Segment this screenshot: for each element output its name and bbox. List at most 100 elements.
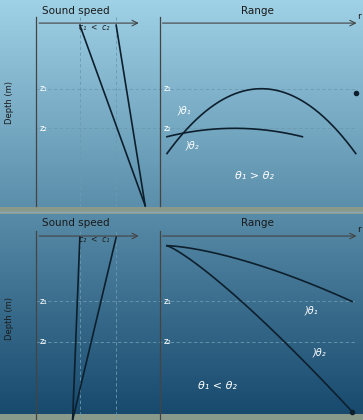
Bar bbox=[0, 126, 363, 128]
Bar bbox=[0, 326, 363, 328]
Bar bbox=[0, 94, 363, 95]
Bar bbox=[0, 56, 363, 58]
Bar bbox=[0, 10, 363, 11]
Bar bbox=[0, 71, 363, 72]
Bar bbox=[0, 381, 363, 382]
Text: z₁: z₁ bbox=[40, 297, 48, 306]
Bar bbox=[0, 194, 363, 195]
Bar bbox=[0, 346, 363, 348]
Bar bbox=[0, 374, 363, 376]
Bar bbox=[0, 163, 363, 164]
Bar bbox=[0, 121, 363, 123]
Bar bbox=[0, 113, 363, 115]
Bar bbox=[0, 44, 363, 46]
Bar bbox=[0, 386, 363, 387]
Bar bbox=[0, 233, 363, 235]
Bar bbox=[0, 184, 363, 185]
Bar bbox=[0, 243, 363, 244]
Bar bbox=[0, 143, 363, 144]
Bar bbox=[0, 107, 363, 108]
Bar bbox=[0, 358, 363, 359]
Bar bbox=[0, 399, 363, 400]
Bar bbox=[0, 171, 363, 172]
Bar bbox=[0, 248, 363, 249]
Bar bbox=[0, 177, 363, 179]
Bar bbox=[0, 169, 363, 171]
Bar bbox=[0, 320, 363, 322]
Bar bbox=[0, 189, 363, 190]
Bar bbox=[0, 108, 363, 110]
Bar bbox=[0, 257, 363, 259]
Bar bbox=[0, 2, 363, 3]
Bar bbox=[0, 21, 363, 23]
Bar bbox=[0, 325, 363, 326]
Bar bbox=[0, 368, 363, 369]
Bar bbox=[0, 139, 363, 141]
Bar bbox=[0, 195, 363, 197]
Bar bbox=[0, 335, 363, 336]
Bar bbox=[0, 300, 363, 302]
Bar bbox=[0, 151, 363, 152]
Bar bbox=[0, 281, 363, 282]
Bar bbox=[0, 203, 363, 205]
Bar bbox=[0, 144, 363, 146]
Text: Depth (m): Depth (m) bbox=[5, 81, 13, 124]
Bar bbox=[0, 156, 363, 158]
Bar bbox=[0, 397, 363, 399]
Bar bbox=[0, 138, 363, 139]
Text: z₁: z₁ bbox=[40, 84, 48, 93]
Bar bbox=[0, 190, 363, 192]
Bar bbox=[0, 292, 363, 294]
Text: z₂: z₂ bbox=[40, 124, 48, 133]
Text: Sound speed: Sound speed bbox=[42, 6, 110, 16]
Bar bbox=[0, 20, 363, 21]
Bar bbox=[0, 290, 363, 292]
Bar bbox=[0, 67, 363, 69]
Bar bbox=[0, 54, 363, 56]
Bar bbox=[0, 239, 363, 241]
Bar bbox=[0, 84, 363, 85]
Bar bbox=[0, 205, 363, 207]
Bar bbox=[0, 277, 363, 279]
Bar bbox=[0, 115, 363, 116]
Bar bbox=[0, 159, 363, 161]
Bar bbox=[0, 282, 363, 284]
Bar bbox=[0, 74, 363, 76]
Bar bbox=[0, 166, 363, 167]
Text: )θ₁: )θ₁ bbox=[305, 306, 319, 316]
Text: )θ₂: )θ₂ bbox=[185, 141, 199, 151]
Bar bbox=[0, 394, 363, 395]
Bar bbox=[0, 185, 363, 187]
Bar bbox=[0, 52, 363, 54]
Bar bbox=[0, 354, 363, 356]
Bar bbox=[0, 395, 363, 397]
Bar bbox=[0, 213, 363, 215]
Bar bbox=[0, 33, 363, 34]
Bar bbox=[0, 100, 363, 102]
Bar bbox=[0, 207, 363, 214]
Bar bbox=[0, 89, 363, 90]
Bar bbox=[0, 289, 363, 290]
Bar bbox=[0, 90, 363, 92]
Bar bbox=[0, 323, 363, 325]
Bar bbox=[0, 241, 363, 243]
Bar bbox=[0, 340, 363, 341]
Bar bbox=[0, 348, 363, 349]
Text: θ₁ < θ₂: θ₁ < θ₂ bbox=[198, 381, 237, 391]
Bar bbox=[0, 244, 363, 246]
Bar bbox=[0, 417, 363, 418]
Bar bbox=[0, 349, 363, 351]
Bar bbox=[0, 331, 363, 333]
Bar bbox=[0, 313, 363, 315]
Bar bbox=[0, 305, 363, 307]
Bar bbox=[0, 402, 363, 404]
Bar bbox=[0, 373, 363, 374]
Bar bbox=[0, 261, 363, 262]
Bar bbox=[0, 254, 363, 256]
Text: θ₁ > θ₂: θ₁ > θ₂ bbox=[234, 171, 274, 181]
Bar bbox=[0, 118, 363, 120]
Bar bbox=[0, 279, 363, 281]
Bar bbox=[0, 120, 363, 121]
Text: )θ₂: )θ₂ bbox=[312, 348, 326, 358]
Bar bbox=[0, 64, 363, 66]
